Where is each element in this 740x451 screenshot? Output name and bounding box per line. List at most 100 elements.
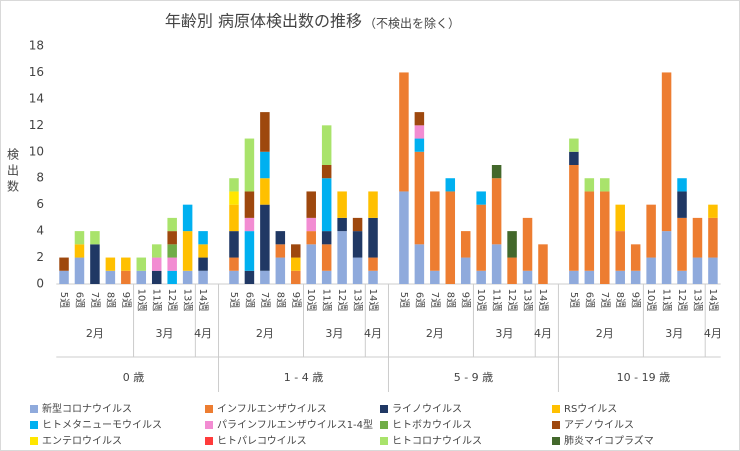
bar-segment: [368, 217, 378, 258]
bar-segment: [260, 204, 270, 271]
chart-title: 年齢別 病原体検出数の推移: [165, 12, 362, 31]
bar-segment: [491, 178, 502, 245]
bar-segment: [74, 244, 85, 258]
bar-segment: [306, 244, 316, 284]
x-tick-label: 5週: [568, 292, 580, 308]
legend-label: ヒトボカウイルス: [392, 419, 472, 431]
legend-swatch: [30, 421, 38, 429]
bar-segment: [306, 191, 316, 218]
chart-subtitle: （不検出を除く）: [364, 16, 460, 31]
y-tick-label: 6: [36, 197, 44, 211]
bar-segment: [121, 270, 131, 284]
bar-segment: [182, 231, 193, 271]
bar-segment: [244, 231, 255, 271]
x-tick-label: 11週: [491, 289, 503, 312]
bar-segment: [321, 165, 332, 179]
x-tick-label: 12週: [676, 289, 688, 312]
x-tick-label: 13週: [522, 289, 534, 312]
bar-segment: [569, 270, 579, 284]
bar-segment: [476, 270, 486, 284]
bar-segment: [491, 244, 502, 284]
x-tick-label: 6週: [243, 292, 255, 308]
x-tick-label: 7週: [429, 292, 441, 308]
bar-segment: [677, 191, 687, 218]
bar-segment: [352, 231, 363, 258]
bar-segment: [90, 244, 100, 284]
bar-segment: [229, 257, 239, 271]
bar-segment: [321, 231, 332, 245]
bar-segment: [491, 165, 502, 179]
bar-segment: [182, 204, 193, 232]
x-tick-label: 12週: [506, 289, 518, 312]
bar-segment: [368, 191, 378, 218]
bar-segment: [74, 257, 85, 284]
month-label: 3月: [495, 327, 513, 340]
legend-swatch: [30, 405, 38, 413]
bar-segment: [708, 257, 718, 284]
bar-segment: [198, 244, 208, 258]
y-tick-label: 4: [36, 224, 44, 238]
x-tick-label: 9週: [120, 292, 132, 308]
bar-segment: [430, 191, 440, 271]
bar-segment: [244, 217, 255, 232]
bar-segment: [306, 231, 316, 245]
bar-segment: [244, 270, 255, 284]
x-tick-label: 13週: [352, 289, 364, 312]
bar-segment: [507, 257, 517, 284]
bar-segment: [368, 257, 378, 271]
month-label: 4月: [364, 327, 382, 340]
bar-segment: [291, 244, 301, 258]
x-tick-label: 7週: [259, 292, 271, 308]
bar-segment: [90, 231, 100, 245]
bar-segment: [136, 270, 147, 284]
bar-segment: [198, 231, 208, 245]
month-label: 2月: [596, 327, 614, 340]
legend-swatch: [380, 437, 388, 445]
bar-segment: [399, 191, 409, 284]
legend-label: エンテロウイルス: [42, 435, 122, 447]
legend-swatch: [380, 421, 388, 429]
bar-segment: [291, 270, 301, 284]
bar-segment: [430, 270, 440, 284]
bar-segment: [260, 112, 270, 152]
bar-segment: [615, 231, 625, 271]
x-tick-label: 9週: [630, 292, 642, 308]
legend-label: ライノウイルス: [392, 403, 462, 415]
bar-segment: [538, 244, 548, 284]
bar-segment: [661, 231, 672, 284]
bar-segment: [167, 257, 177, 271]
bar-segment: [105, 257, 116, 271]
bar-segment: [59, 257, 69, 271]
x-tick-label: 11週: [151, 289, 163, 312]
month-label: 4月: [194, 327, 212, 340]
x-tick-label: 12週: [166, 289, 178, 312]
bar-segment: [569, 138, 579, 152]
bar-segment: [59, 270, 69, 284]
bar-segment: [661, 72, 672, 232]
bar-segment: [708, 204, 718, 218]
bar-segment: [630, 270, 641, 284]
bar-segment: [275, 257, 286, 284]
month-label: 2月: [256, 327, 274, 340]
bar-segment: [445, 191, 456, 284]
bar-segment: [275, 244, 286, 258]
bar-segment: [105, 270, 116, 284]
bar-segment: [584, 191, 595, 271]
bar-segment: [167, 217, 177, 232]
bar-segment: [584, 178, 595, 192]
bar-segment: [630, 244, 641, 271]
x-tick-label: 7週: [89, 292, 101, 308]
x-tick-label: 6週: [413, 292, 425, 308]
bar-segment: [414, 112, 425, 126]
month-label: 2月: [426, 327, 444, 340]
bar-segment: [522, 270, 533, 284]
bar-segment: [692, 257, 703, 284]
bar-segment: [121, 257, 131, 271]
bar-segment: [167, 231, 177, 245]
bar-segment: [244, 138, 255, 192]
bar-segment: [244, 191, 255, 218]
x-tick-label: 10週: [645, 289, 657, 312]
bar-segment: [291, 257, 301, 271]
bar-segment: [677, 217, 687, 271]
bar-segment: [151, 257, 162, 271]
